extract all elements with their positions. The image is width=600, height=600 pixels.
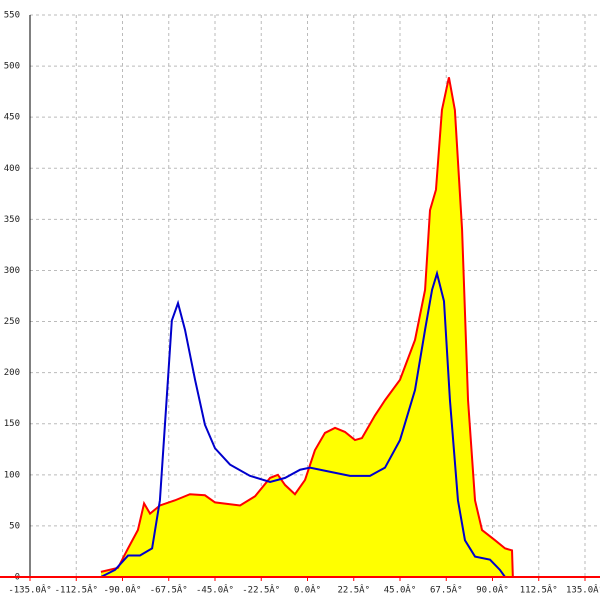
area-fill: [100, 77, 513, 578]
y-tick-label: 350: [4, 215, 20, 225]
x-tick-label: 90.0Â°: [476, 584, 509, 596]
x-tick-label: -67.5Â°: [150, 584, 188, 596]
y-tick-label: 200: [4, 368, 20, 378]
y-tick-label: 450: [4, 113, 20, 123]
x-tick-label: -90.0Â°: [104, 584, 142, 596]
y-tick-label: 500: [4, 62, 20, 72]
y-tick-label: 250: [4, 317, 20, 327]
y-tick-label: 300: [4, 266, 20, 276]
x-tick-label: -45.0Â°: [196, 584, 234, 596]
x-tick-label: 67.5Â°: [430, 584, 463, 596]
x-tick-label: 0.0Â°: [294, 584, 321, 596]
x-tick-label: 22.5Â°: [337, 584, 370, 596]
x-tick-label: -22.5Â°: [242, 584, 280, 596]
x-tick-label: 45.0Â°: [384, 584, 417, 596]
y-tick-label: 150: [4, 419, 20, 429]
x-tick-label: 135.0Â°: [566, 584, 600, 596]
y-tick-label: 400: [4, 164, 20, 174]
y-tick-label: 550: [4, 11, 20, 21]
y-tick-label: 100: [4, 470, 20, 480]
x-tick-label: -112.5Â°: [55, 584, 98, 596]
line: [100, 77, 514, 578]
x-tick-label: -135.0Â°: [8, 584, 51, 596]
y-tick-label: 50: [9, 521, 20, 531]
line: [100, 269, 506, 578]
x-tick-label: 112.5Â°: [520, 584, 558, 596]
